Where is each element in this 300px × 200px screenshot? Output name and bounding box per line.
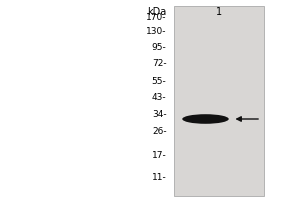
Ellipse shape (182, 114, 229, 124)
Text: 11-: 11- (152, 172, 167, 182)
Text: 34-: 34- (152, 110, 167, 119)
Bar (174, 6, 264, 196)
Text: 170-: 170- (146, 12, 166, 21)
Text: 72-: 72- (152, 58, 167, 68)
Text: kDa: kDa (147, 7, 167, 17)
Text: 55-: 55- (152, 76, 167, 86)
Text: 1: 1 (216, 7, 222, 17)
Text: 130-: 130- (146, 26, 166, 36)
Text: 26-: 26- (152, 127, 167, 136)
Text: 43-: 43- (152, 92, 167, 102)
Text: 95-: 95- (152, 43, 167, 51)
Text: 17-: 17- (152, 151, 167, 160)
